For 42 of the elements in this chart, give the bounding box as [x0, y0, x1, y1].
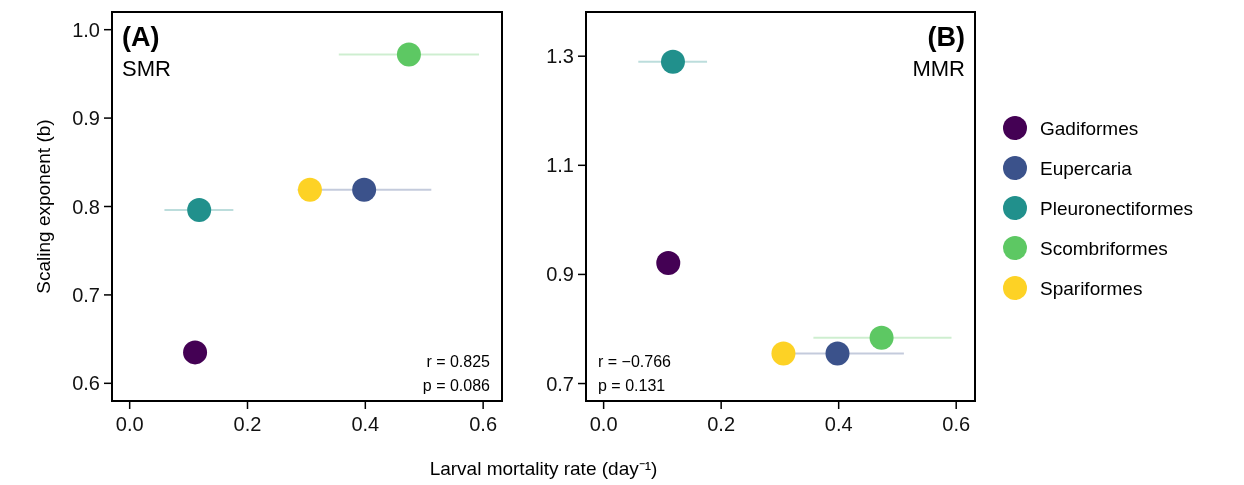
- point: [869, 325, 894, 350]
- text: SMR: [122, 56, 171, 81]
- legend-label: Spariformes: [1040, 278, 1143, 299]
- legend-label: Gadiformes: [1040, 118, 1139, 139]
- x-tick-label: 0.6: [942, 413, 971, 435]
- y-tick-label: 0.8: [72, 195, 100, 218]
- chart-title: (B): [927, 22, 965, 52]
- x-tick-label: 0.2: [233, 413, 262, 435]
- x-axis-title: Larval mortality rate (day⁻¹): [429, 458, 658, 479]
- point: [656, 250, 681, 275]
- point: [297, 177, 322, 202]
- point: [187, 198, 212, 223]
- annotation: p = 0.131: [598, 377, 666, 394]
- x-tick-label: 0.2: [707, 413, 736, 435]
- x-tick-label: 0.0: [589, 413, 618, 435]
- point: [660, 49, 685, 74]
- y-axis-title: Scaling exponent (b): [33, 119, 54, 294]
- x-tick-label: 0.4: [351, 413, 380, 435]
- x-tick-label: 0.4: [824, 413, 853, 435]
- annotation: r = −0.766: [598, 353, 672, 370]
- point: [771, 341, 796, 366]
- legend-label: Pleuronectiformes: [1040, 198, 1194, 219]
- y-tick-label: 0.9: [546, 263, 574, 286]
- y-tick-label: 1.1: [546, 154, 574, 177]
- chart-title: (A): [122, 22, 160, 52]
- y-tick-label: 1.3: [546, 45, 574, 68]
- x-tick-label: 0.0: [115, 413, 144, 435]
- text: MMR: [912, 56, 965, 81]
- y-tick-label: 1.0: [72, 18, 100, 41]
- y-tick-label: 0.6: [72, 372, 100, 395]
- y-tick-label: 0.7: [546, 372, 574, 395]
- annotation: r = 0.825: [426, 353, 491, 370]
- x-tick-label: 0.6: [469, 413, 498, 435]
- annotation: p = 0.086: [422, 377, 491, 394]
- y-tick-label: 0.9: [72, 107, 100, 130]
- y-tick-label: 0.7: [72, 283, 100, 306]
- legend-label: Scombriformes: [1040, 238, 1168, 259]
- point: [396, 42, 421, 67]
- legend-label: Eupercaria: [1040, 158, 1133, 179]
- point: [352, 177, 377, 202]
- point: [183, 340, 208, 365]
- point: [825, 341, 850, 366]
